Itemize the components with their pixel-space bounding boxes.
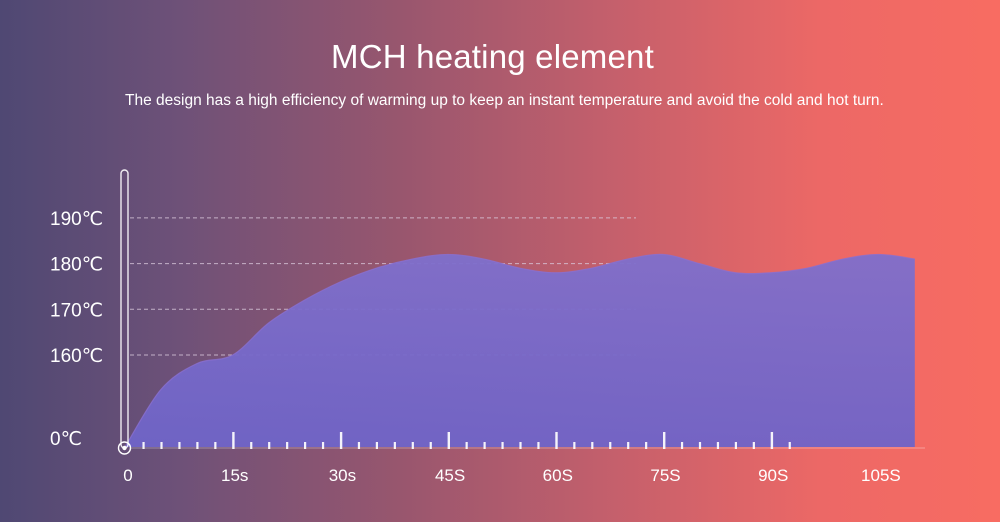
x-minor-tick (716, 442, 720, 449)
x-major-tick (232, 432, 235, 449)
x-minor-tick (196, 442, 199, 449)
axes (117, 169, 925, 455)
x-minor-tick (788, 442, 791, 449)
x-minor-tick (357, 442, 361, 449)
x-minor-tick (465, 442, 468, 449)
x-minor-tick (160, 442, 163, 449)
x-tick-label: 0 (123, 466, 132, 485)
x-major-tick (447, 432, 450, 449)
y-axis-bar (120, 169, 129, 449)
x-minor-tick (627, 442, 630, 449)
x-tick-label: 90S (758, 466, 788, 485)
temperature-line (124, 253, 915, 448)
x-minor-tick (304, 442, 307, 449)
x-minor-tick (393, 442, 396, 449)
x-minor-tick (321, 442, 325, 449)
x-minor-tick (752, 442, 755, 449)
y-tick-label: 160℃ (50, 346, 103, 367)
y-tick-label: 170℃ (50, 300, 103, 321)
x-major-tick (663, 432, 666, 449)
axis-labels: 0℃ 160℃ 170℃ 180℃ 190℃ 0 15s 30s 45S 60S 75S 90S 105… (50, 209, 901, 485)
x-minor-tick (519, 442, 522, 449)
x-minor-tick (286, 442, 289, 449)
y-tick-label: 180℃ (50, 255, 103, 276)
x-minor-tick (734, 442, 737, 449)
x-minor-tick (680, 442, 684, 449)
x-minor-tick (142, 442, 145, 449)
x-major-tick (339, 432, 343, 449)
x-minor-tick (250, 442, 253, 449)
x-tick-label: 45S (435, 466, 465, 485)
x-major-tick (770, 432, 774, 449)
origin-ring (117, 441, 132, 455)
x-tick-label: 60S (543, 466, 573, 485)
x-tick-label: 15s (221, 466, 248, 485)
x-minor-tick (483, 442, 486, 449)
x-minor-tick (573, 442, 576, 449)
y-tick-label: 190℃ (50, 209, 103, 230)
x-tick-label: 75S (650, 466, 680, 485)
x-major-tick (555, 432, 558, 449)
y-tick-label: 0℃ (50, 429, 82, 450)
x-minor-tick (591, 442, 594, 449)
x-tick-label: 30s (329, 466, 356, 485)
x-minor-tick (429, 442, 432, 449)
x-minor-tick (178, 442, 181, 449)
x-minor-tick (411, 442, 414, 449)
page-subtitle: The design has a high efficiency of warm… (125, 92, 884, 109)
temperature-area (125, 254, 915, 447)
x-minor-tick (698, 442, 702, 449)
x-minor-tick (214, 442, 217, 449)
x-minor-tick (645, 442, 648, 449)
x-tick-label: 105S (861, 466, 901, 485)
x-minor-tick (375, 442, 378, 449)
x-minor-tick (609, 442, 612, 449)
x-minor-tick (268, 442, 271, 449)
page-title: MCH heating element (331, 38, 654, 75)
x-minor-tick (537, 442, 540, 449)
origin-dot (122, 445, 127, 451)
x-minor-tick (501, 442, 504, 449)
